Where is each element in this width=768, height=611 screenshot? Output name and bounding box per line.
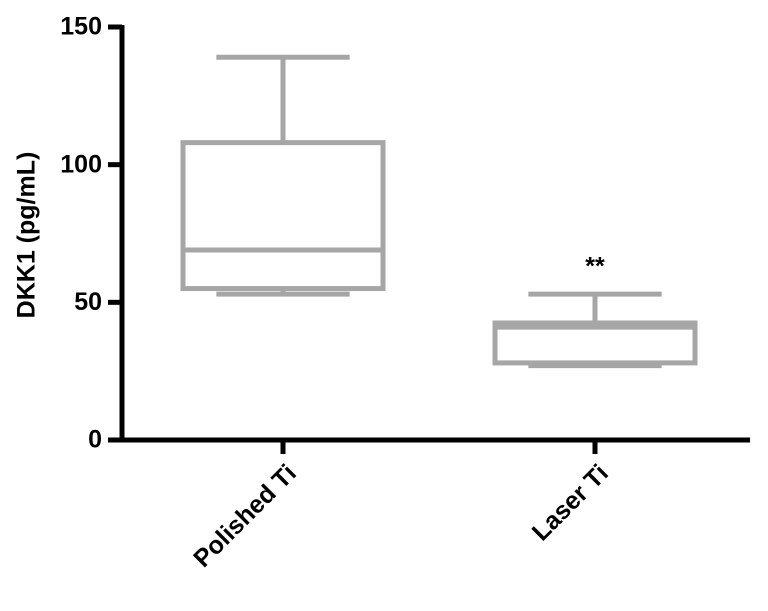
- y-axis-label: DKK1 (pg/mL): [13, 152, 41, 319]
- significance-label: **: [585, 253, 605, 281]
- y-tick-label: 100: [60, 150, 102, 178]
- x-tick-label: Polished Ti: [188, 459, 302, 573]
- y-tick-label: 150: [60, 13, 102, 41]
- box: [492, 320, 698, 366]
- y-tick-label: 50: [74, 288, 102, 316]
- x-tick-label: Laser Ti: [527, 459, 614, 546]
- box: [180, 140, 386, 292]
- y-tick-label: 0: [88, 426, 102, 454]
